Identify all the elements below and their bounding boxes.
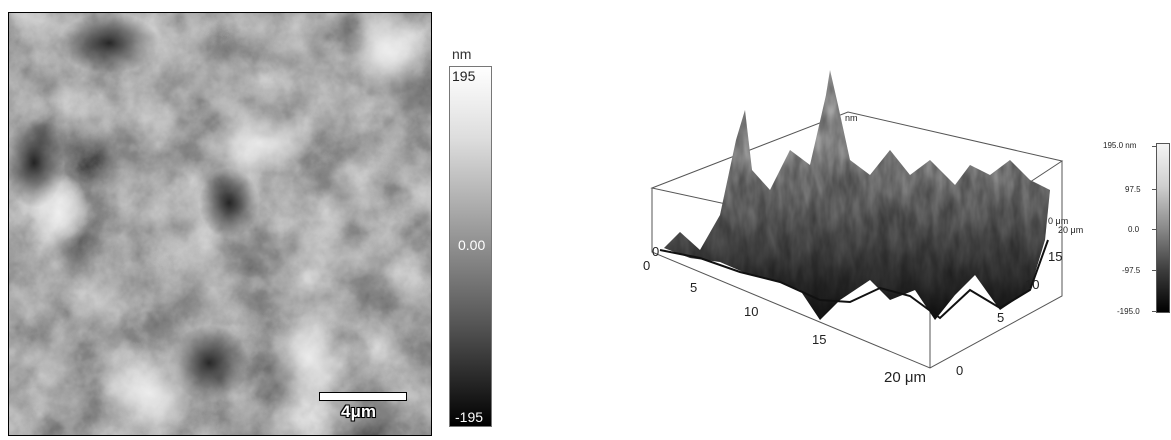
colorbar-label-neg97: -97.5 [1122, 266, 1141, 275]
colorbar-label-min: -195.0 [1117, 307, 1140, 316]
colorbar-tick [1152, 229, 1156, 230]
afm-topography-texture [4, 13, 434, 435]
colorbar-max-label: 195 [452, 68, 476, 84]
corner-unit-label: 0 μm [1048, 216, 1069, 226]
y-axis-origin: 0 [956, 363, 964, 378]
surface-colorbar [1156, 143, 1170, 313]
z-unit-label: nm [845, 113, 858, 123]
x-axis-end-label: 20 μm [884, 369, 926, 386]
colorbar-tick [1152, 270, 1156, 271]
colorbar-min-label: -195 [455, 409, 484, 425]
colorbar-tick [1152, 146, 1156, 147]
scale-bar-label: 4μm [341, 402, 376, 421]
colorbar-mid-label: 0.00 [458, 237, 486, 253]
x-axis-origin: 0 [643, 258, 651, 273]
surface-front-edge [659, 239, 1049, 320]
y-axis-tick-10: 10 [1025, 277, 1040, 292]
x-axis-tick-15: 15 [812, 332, 827, 347]
surface-3d-plot [650, 70, 1064, 369]
height-colorbar [449, 66, 492, 427]
z-zero-label: 0 [652, 244, 660, 259]
scale-bar [319, 392, 407, 401]
afm-height-image [4, 12, 434, 436]
y-axis-tick-15: 15 [1048, 249, 1063, 264]
colorbar-label-97: 97.5 [1125, 185, 1141, 194]
y-axis-tick-5: 5 [997, 310, 1005, 325]
colorbar-tick [1152, 189, 1156, 190]
x-axis-tick-10: 10 [744, 304, 759, 319]
x-axis-tick-5: 5 [690, 280, 698, 295]
y-axis-end-label: 20 μm [1058, 225, 1084, 235]
colorbar-label-zero: 0.0 [1128, 225, 1140, 234]
colorbar-label-max: 195.0 nm [1103, 141, 1137, 150]
colorbar-tick [1152, 311, 1156, 312]
colorbar-unit: nm [452, 46, 472, 62]
